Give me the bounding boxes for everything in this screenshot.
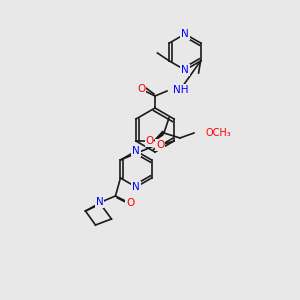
Text: O: O [156,140,164,150]
Polygon shape [154,131,163,141]
Text: NH: NH [173,85,188,95]
Text: O: O [137,84,145,94]
Text: O: O [126,198,135,208]
Text: N: N [181,29,189,39]
Text: O: O [146,136,154,146]
Text: N: N [96,197,103,207]
Text: N: N [132,182,140,192]
Text: N: N [181,65,189,75]
Text: N: N [132,146,140,156]
Text: OCH₃: OCH₃ [206,128,232,138]
